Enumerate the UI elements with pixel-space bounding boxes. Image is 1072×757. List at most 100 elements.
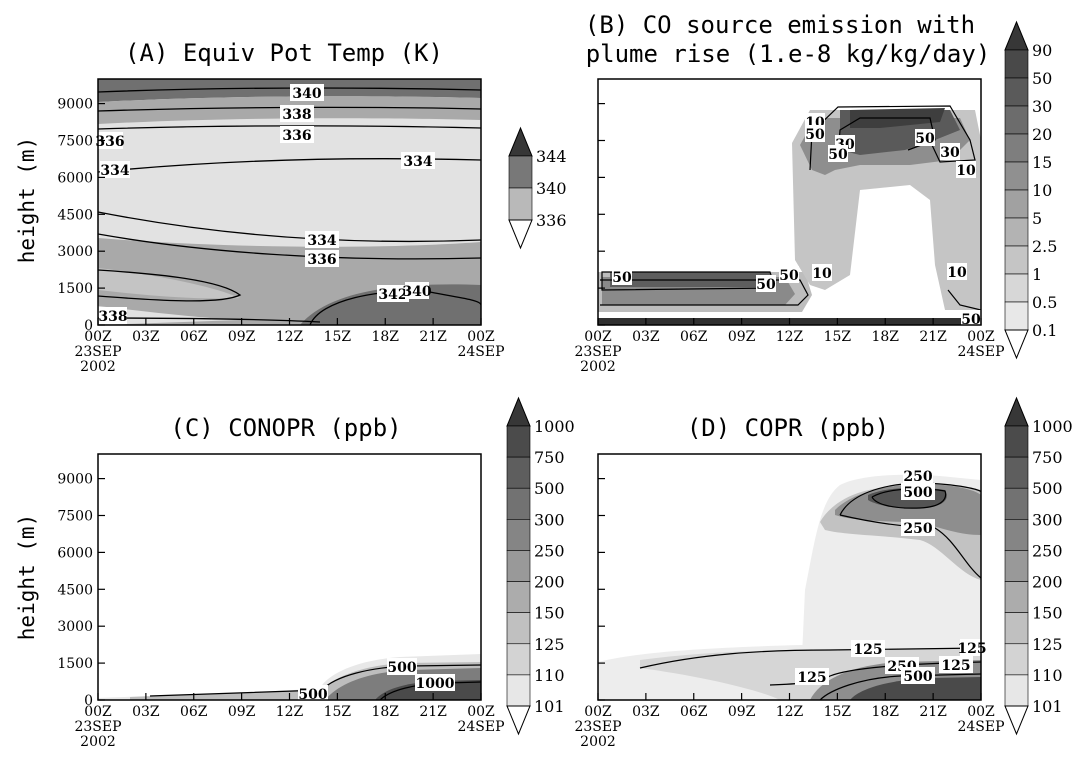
panel-a-contour-label: 334 (307, 233, 336, 249)
colorbar-segment (1004, 519, 1029, 551)
panel-b-contour-label: 10 (812, 266, 832, 282)
panel-d-title: (D) COPR (ppb) (687, 414, 889, 442)
panel-b-title-line2: plume rise (1.e-8 kg/kg/day) (586, 40, 991, 68)
colorbar-label: 1000 (534, 417, 575, 436)
panel-d-contour-label: 125 (797, 670, 826, 686)
colorbar-segment (1004, 133, 1029, 163)
colorbar-label: 200 (1032, 573, 1063, 592)
panel-d-contour-label: 250 (903, 469, 932, 485)
panel-a-contour-label: 336 (95, 134, 124, 150)
panel-d-contour-label: 125 (941, 658, 970, 674)
colorbar-segment (506, 519, 531, 551)
x-date-start: 23SEP (74, 344, 121, 360)
panel-b-contour-label: 10 (956, 163, 976, 179)
colorbar-segment (506, 550, 531, 582)
colorbar-label: 750 (534, 448, 565, 467)
colorbar-label: 150 (534, 604, 565, 623)
panel-b: (B) CO source emission with plume rise (… (585, 11, 990, 328)
panel-b-contour-label: 50 (805, 127, 825, 143)
panel-a-contour-label: 342 (378, 287, 407, 303)
panel-a-contour-label: 336 (282, 128, 311, 144)
colorbar-min-arrow (508, 219, 533, 250)
panel-c-y-axis-label: height (m) (15, 514, 39, 640)
y-tick-label: 4500 (57, 582, 93, 598)
colorbar-segment (1004, 245, 1029, 275)
x-tick-label: 06Z (680, 704, 708, 720)
x-tick-label: 09Z (228, 704, 256, 720)
colorbar-label: 0.1 (1032, 321, 1057, 340)
panel-a: (A) Equiv Pot Temp (K) height (m) (15, 39, 482, 326)
generated-axes-and-colorbars: 00Z 03Z 06Z 09Z 12Z 15Z 18Z 21Z 00Z23SEP200224SE… (57, 20, 1072, 750)
panel-a-axes: 00Z 03Z 06Z 09Z 12Z 15Z 18Z 21Z 00Z23SEP200224SE… (57, 97, 504, 375)
panel-a-contour-label: 338 (98, 309, 127, 325)
x-tick-label: 15Z (324, 329, 352, 345)
panel-c-contour-labels: 500 1000 500 (298, 658, 455, 703)
x-tick-label: 21Z (919, 704, 947, 720)
panel-a-contour-label: 334 (100, 163, 129, 179)
colorbar-segment (506, 674, 531, 707)
colorbar-segment (1004, 49, 1029, 79)
colorbar-segment (1004, 105, 1029, 135)
colorbar-label: 30 (1032, 97, 1052, 116)
panel-b-contour-low-outer (600, 279, 809, 306)
x-date-end: 24SEP (957, 719, 1004, 735)
y-tick-label: 9000 (57, 97, 93, 113)
panel-d: (D) COPR (ppb) 250 500 250 125 (597, 414, 987, 701)
panel-b-contour-label: 50 (915, 131, 935, 147)
x-tick-label: 21Z (419, 329, 447, 345)
panel-a-contour-labels: 340 338 336 336 334 334 334 336 342 340 … (95, 84, 435, 325)
y-tick-label: 0 (84, 693, 93, 709)
colorbar-segment (1004, 189, 1029, 219)
colorbar-label: 200 (534, 573, 565, 592)
panel-b-contour-labels: 10 50 30 50 50 30 10 50 50 50 10 10 50 (612, 113, 981, 328)
colorbar-label: 250 (1032, 541, 1063, 560)
y-tick-label: 6000 (57, 170, 93, 186)
y-tick-label: 1500 (57, 281, 93, 297)
panel-a-contour-surface (98, 317, 321, 323)
colorbar-max-arrow (506, 396, 531, 427)
panel-a-contour-label: 340 (402, 284, 431, 300)
colorbar-label: 90 (1032, 41, 1052, 60)
panel-a-contour-336-upper (98, 125, 481, 130)
colorbar-segment (1004, 77, 1029, 107)
colorbar-label: 1000 (1032, 417, 1072, 436)
x-tick-label: 12Z (276, 329, 304, 345)
y-tick-label: 3000 (57, 244, 93, 260)
x-tick-label: 21Z (419, 704, 447, 720)
x-date-start: 23SEP (574, 719, 621, 735)
panel-a-contour-label: 334 (403, 154, 432, 170)
panel-a-band-near-ground-light (98, 306, 240, 325)
colorbar-max-arrow (1004, 20, 1029, 51)
panel-d-contour-labels: 250 500 250 125 125 125 125 250 500 (795, 467, 987, 686)
colorbar-label: 2.5 (1032, 237, 1057, 256)
x-year: 2002 (580, 734, 616, 750)
x-tick-label: 15Z (324, 704, 352, 720)
panel-a-contour-label: 340 (292, 86, 321, 102)
x-date-end: 24SEP (957, 344, 1004, 360)
colorbar-segment (506, 643, 531, 676)
colorbar-segment (506, 581, 531, 613)
x-tick-label: 03Z (632, 329, 660, 345)
colorbar-segment (1004, 612, 1029, 645)
panel-a-contour-low-left (98, 269, 242, 302)
panel-a-band-low-light (98, 268, 240, 299)
colorbar-min-arrow (1004, 329, 1029, 360)
x-tick-label: 00Z (584, 704, 612, 720)
colorbar-label: 5 (1032, 209, 1042, 228)
x-date-end: 24SEP (457, 344, 504, 360)
panel-a-field (98, 79, 481, 325)
panel-b-contour-label: 50 (828, 147, 848, 163)
colorbar-label: 500 (534, 479, 565, 498)
x-tick-label: 12Z (276, 704, 304, 720)
colorbar-label: 500 (1032, 479, 1063, 498)
y-tick-label: 1500 (57, 656, 93, 672)
panel-b-contour-label: 50 (756, 277, 776, 293)
y-tick-label: 7500 (57, 134, 93, 150)
panel-b-axes: 00Z 03Z 06Z 09Z 12Z 15Z 18Z 21Z 00Z23SEP200224SE… (574, 102, 1005, 375)
colorbar-label: 344 (536, 147, 567, 166)
panel-c-title: (C) CONOPR (ppb) (170, 414, 401, 442)
colorbar-label: 125 (534, 635, 565, 654)
x-tick-label: 00Z (584, 329, 612, 345)
x-tick-label: 15Z (824, 329, 852, 345)
panel-c-contour-label: 1000 (416, 676, 455, 692)
